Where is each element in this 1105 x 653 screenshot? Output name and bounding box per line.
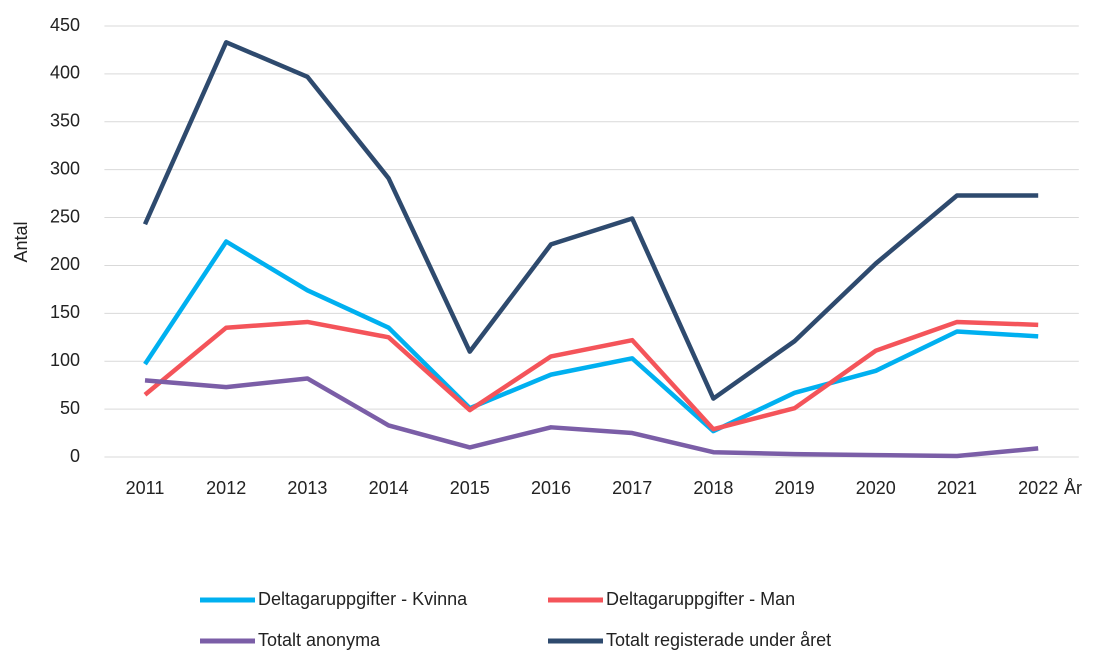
- y-tick-label: 450: [50, 15, 80, 35]
- y-tick-label: 400: [50, 63, 80, 83]
- legend-label: Deltagaruppgifter - Man: [606, 589, 795, 609]
- x-axis-label: År: [1064, 478, 1082, 498]
- series-line: [144, 376, 1039, 459]
- x-tick-label: 2011: [126, 478, 165, 498]
- y-tick-label: 150: [50, 302, 80, 322]
- x-tick-label: 2020: [856, 478, 896, 498]
- y-tick-label: 0: [70, 446, 80, 466]
- series-line: [143, 239, 1039, 434]
- legend-label: Deltagaruppgifter - Kvinna: [258, 589, 468, 609]
- y-tick-label: 350: [50, 111, 80, 131]
- y-tick-label: 250: [50, 206, 80, 226]
- x-tick-label: 2015: [450, 478, 490, 498]
- x-tick-label: 2012: [206, 478, 246, 498]
- y-tick-label: 100: [50, 350, 80, 370]
- y-tick-label: 300: [50, 158, 80, 178]
- series-line: [142, 40, 1039, 401]
- y-tick-label: 200: [50, 254, 80, 274]
- legend-label: Totalt registerade under året: [606, 630, 831, 650]
- x-tick-label: 2016: [531, 478, 571, 498]
- y-axis-label: Antal: [11, 221, 31, 262]
- y-tick-label: 50: [60, 398, 80, 418]
- series-line: [143, 319, 1039, 432]
- x-tick-label: 2022: [1018, 478, 1058, 498]
- x-tick-label: 2018: [693, 478, 733, 498]
- x-tick-label: 2013: [287, 478, 327, 498]
- x-tick-label: 2021: [937, 478, 977, 498]
- x-tick-label: 2014: [369, 478, 409, 498]
- x-tick-label: 2017: [612, 478, 652, 498]
- x-tick-label: 2019: [775, 478, 815, 498]
- legend-label: Totalt anonyma: [258, 630, 381, 650]
